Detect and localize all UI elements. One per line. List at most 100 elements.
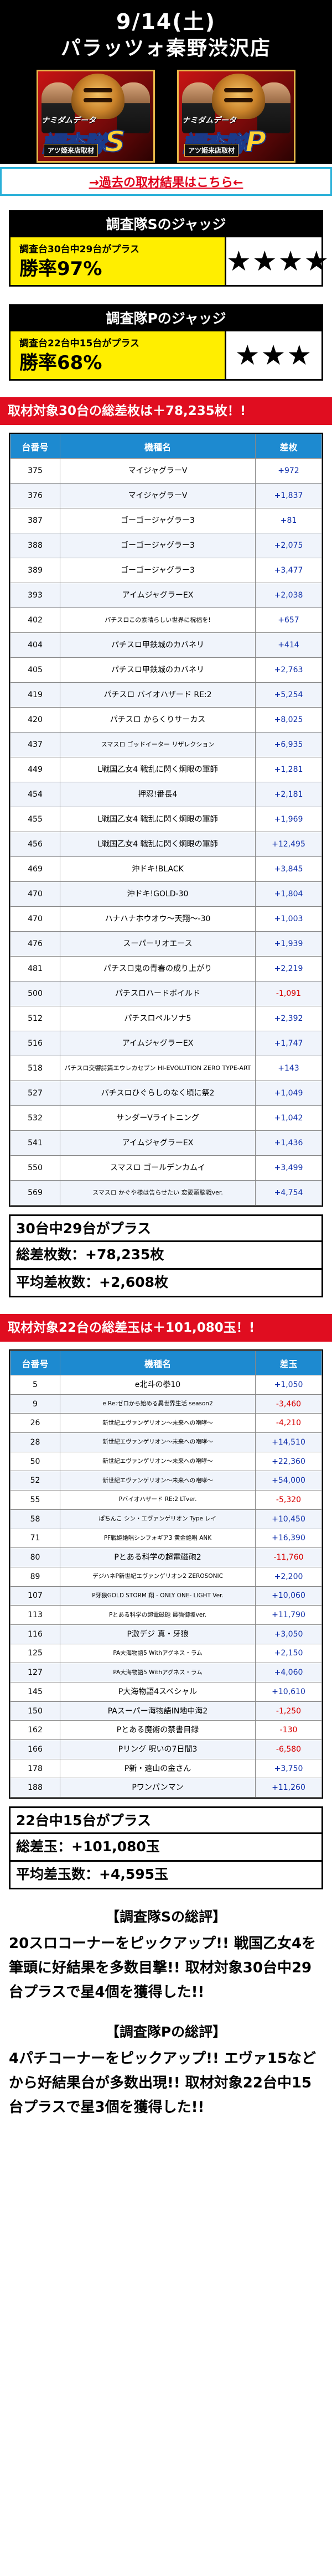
judge-p-detail: 調査台22台中15台がプラス — [19, 338, 139, 349]
machine-name-cell: Pバイオハザード RE:2 LTver. — [60, 1490, 256, 1510]
difference-cell: +10,610 — [255, 1682, 322, 1702]
past-results-link[interactable]: →過去の取材結果はこちら← — [0, 167, 332, 196]
machine-name-cell: ハナハナホウオウ～天翔～‐30 — [60, 906, 256, 932]
table-row: 516 アイムジャグラーEX +1,747 — [10, 1031, 322, 1056]
machine-name-cell: PA大海物語5 Withアグネス・ラム — [60, 1643, 256, 1664]
machine-number-cell: 402 — [10, 607, 60, 633]
banner-logo-suffix: P — [245, 125, 267, 159]
difference-cell: +3,477 — [255, 558, 322, 583]
machine-name-cell: 押忍!番長4 — [60, 782, 256, 807]
table-row: 125 PA大海物語5 Withアグネス・ラム +2,150 — [10, 1643, 322, 1664]
table-row: 469 沖ドキ!BLACK +3,845 — [10, 856, 322, 882]
table-row: 127 PA大海物語5 Withアグネス・ラム +4,060 — [10, 1663, 322, 1682]
machine-name-cell: P激デジ 真・牙狼 — [60, 1624, 256, 1644]
pachinko-average-difference: 平均差玉数：+4,595玉 — [9, 1862, 323, 1890]
difference-cell: +1,969 — [255, 807, 322, 832]
table-row: 481 パチスロ鬼の青春の成り上がり +2,219 — [10, 956, 322, 981]
table-row: 389 ゴーゴージャグラー3 +3,477 — [10, 558, 322, 583]
table-row: 55 Pバイオハザード RE:2 LTver. -5,320 — [10, 1490, 322, 1510]
event-date: 9/14(土) — [116, 9, 216, 34]
difference-cell: +12,495 — [255, 832, 322, 857]
machine-name-cell: Pとある科学の超電磁砲 最強御坂ver. — [60, 1605, 256, 1625]
table-row: 420 パチスロ からくりサーカス +8,025 — [10, 707, 322, 733]
machine-name-cell: マイジャグラーV — [60, 458, 256, 484]
difference-cell: +2,075 — [255, 533, 322, 558]
difference-cell: +22,360 — [255, 1451, 322, 1472]
machine-name-cell: ぱちんこ シン・エヴァンゲリオン Type レイ — [60, 1509, 256, 1529]
judge-s-win-rate: 勝率97% — [19, 258, 102, 280]
table-row: 402 パチスロこの素晴らしい世界に祝福を! +657 — [10, 607, 322, 633]
past-results-link-text[interactable]: →過去の取材結果はこちら← — [89, 176, 243, 190]
difference-cell: +657 — [255, 607, 322, 633]
table-row: 113 Pとある科学の超電磁砲 最強御坂ver. +11,790 — [10, 1605, 322, 1625]
table-row: 50 新世紀エヴァンゲリオン～未来への咆哮～ +22,360 — [10, 1451, 322, 1472]
pachinko-results-table: 台番号 機種名 差玉 5 e北斗の拳10 +1,050 9 e Re:ゼロから始める異世… — [9, 1349, 323, 1799]
machine-name-cell: パチスロペルソナ5 — [60, 1006, 256, 1031]
machine-name-cell: パチスロ からくりサーカス — [60, 707, 256, 733]
difference-cell: +1,049 — [255, 1081, 322, 1106]
difference-cell: -5,320 — [255, 1490, 322, 1510]
machine-number-cell: 89 — [10, 1566, 60, 1587]
slot-average-difference: 平均差枚数：+2,608枚 — [9, 1270, 323, 1297]
machine-number-cell: 569 — [10, 1180, 60, 1206]
machine-name-cell: デジハネP新世紀エヴァンゲリオン2 ZEROSONIC — [60, 1566, 256, 1587]
table-row: 569 スマスロ かぐや様は告らせたい 恋愛頭脳戦ver. +4,754 — [10, 1180, 322, 1206]
difference-cell: +2,038 — [255, 583, 322, 608]
machine-name-cell: パチスロ甲鉄城のカバネリ — [60, 657, 256, 683]
machine-name-cell: アイムジャグラーEX — [60, 583, 256, 608]
difference-cell: +3,750 — [255, 1758, 322, 1779]
table-row: 89 デジハネP新世紀エヴァンゲリオン2 ZEROSONIC +2,200 — [10, 1566, 322, 1587]
machine-name-cell: Pとある科学の超電磁砲2 — [60, 1547, 256, 1567]
machine-number-cell: 532 — [10, 1105, 60, 1131]
difference-cell: +5,254 — [255, 682, 322, 708]
table-row: 107 P牙狼GOLD STORM 翔 ‐ ONLY ONE‐ LIGHT Ver… — [10, 1586, 322, 1606]
difference-cell: -3,460 — [255, 1394, 322, 1414]
col-header-machine-number: 台番号 — [10, 1351, 60, 1375]
machine-number-cell: 387 — [10, 508, 60, 533]
difference-cell: +1,436 — [255, 1130, 322, 1156]
machine-name-cell: ゴーゴージャグラー3 — [60, 558, 256, 583]
machine-number-cell: 389 — [10, 558, 60, 583]
machine-number-cell: 388 — [10, 533, 60, 558]
judge-s-star-rating: ★★★★ — [226, 245, 330, 277]
machine-number-cell: 437 — [10, 732, 60, 757]
table-row: 437 スマスロ ゴッドイーター リザレクション +6,935 — [10, 732, 322, 757]
machine-number-cell: 150 — [10, 1701, 60, 1721]
machine-name-cell: ゴーゴージャグラー3 — [60, 533, 256, 558]
difference-cell: +11,790 — [255, 1605, 322, 1625]
difference-cell: +10,450 — [255, 1509, 322, 1529]
difference-cell: +4,754 — [255, 1180, 322, 1206]
table-row: 405 パチスロ甲鉄城のカバネリ +2,763 — [10, 657, 322, 683]
difference-cell: +3,499 — [255, 1155, 322, 1181]
tiger-emblem — [212, 74, 265, 119]
machine-number-cell: 420 — [10, 707, 60, 733]
difference-cell: -1,091 — [255, 981, 322, 1006]
difference-cell: +2,392 — [255, 1006, 322, 1031]
machine-name-cell: PAスーパー海物語IN地中海2 — [60, 1701, 256, 1721]
table-row: 518 パチスロ交響詩篇エウレカセブン HI‐EVOLUTION ZERO TYP… — [10, 1056, 322, 1081]
machine-number-cell: 419 — [10, 682, 60, 708]
table-row: 512 パチスロペルソナ5 +2,392 — [10, 1006, 322, 1031]
machine-name-cell: パチスロこの素晴らしい世界に祝福を! — [60, 607, 256, 633]
slot-plus-count: 30台中29台がプラス — [9, 1214, 323, 1242]
difference-cell: +2,200 — [255, 1566, 322, 1587]
machine-number-cell: 405 — [10, 657, 60, 683]
character-figure — [42, 82, 75, 133]
machine-number-cell: 127 — [10, 1663, 60, 1682]
machine-number-cell: 107 — [10, 1586, 60, 1606]
difference-cell: +4,060 — [255, 1663, 322, 1682]
col-header-difference: 差玉 — [255, 1351, 322, 1375]
machine-name-cell: e北斗の拳10 — [60, 1375, 256, 1395]
judge-p-box: 調査隊Pのジャッジ 調査台22台中15台がプラス 勝率68% ★★★ — [9, 304, 323, 381]
banner-logo-suffix: S — [104, 125, 126, 159]
table-row: 541 アイムジャグラーEX +1,436 — [10, 1130, 322, 1156]
difference-cell: +2,181 — [255, 782, 322, 807]
machine-name-cell: 新世紀エヴァンゲリオン～未来への咆哮～ — [60, 1471, 256, 1491]
machine-number-cell: 455 — [10, 807, 60, 832]
table-row: 500 パチスロハードボイルド -1,091 — [10, 981, 322, 1006]
difference-cell: -6,580 — [255, 1739, 322, 1759]
machine-name-cell: e Re:ゼロから始める異世界生活 season2 — [60, 1394, 256, 1414]
machine-name-cell: マイジャグラーV — [60, 483, 256, 508]
machine-name-cell: 新世紀エヴァンゲリオン～未来への咆哮～ — [60, 1432, 256, 1452]
